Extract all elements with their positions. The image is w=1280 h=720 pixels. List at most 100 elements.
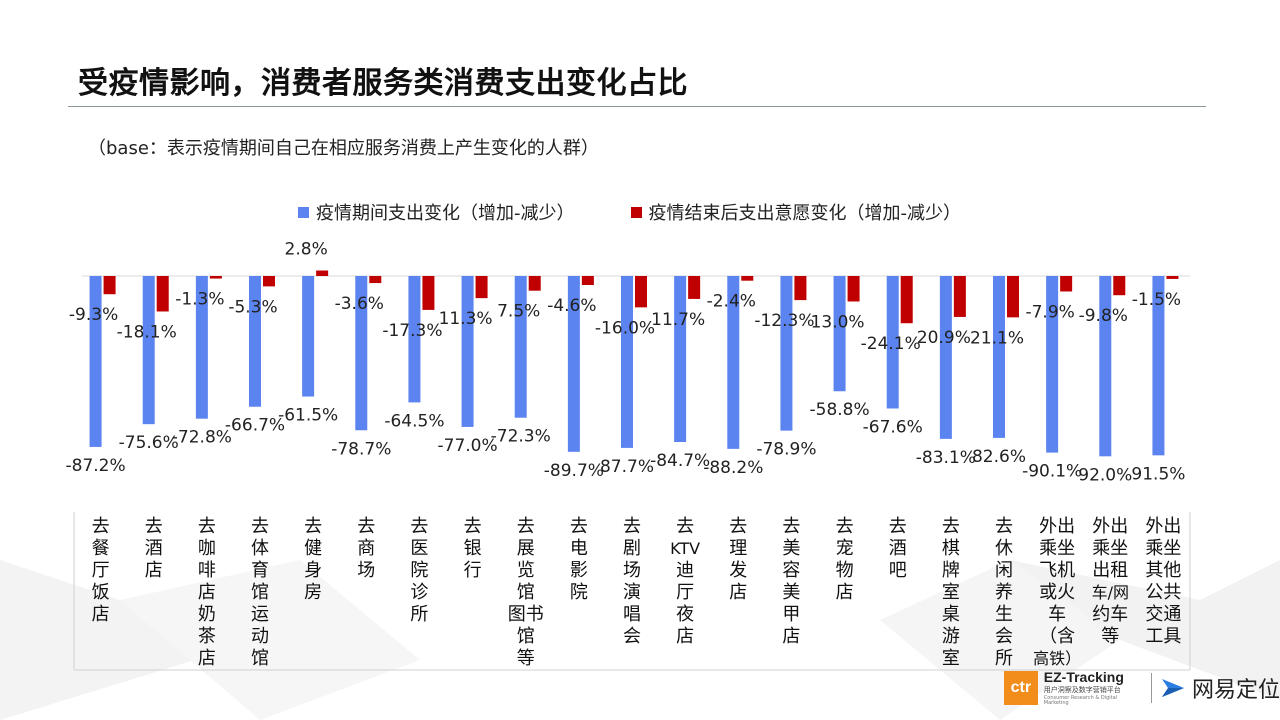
category-label: 诊 bbox=[410, 582, 428, 603]
data-label-after: 11.7% bbox=[651, 310, 705, 330]
category-label: 馆 bbox=[517, 626, 535, 647]
category-label: 餐 bbox=[92, 538, 110, 559]
category-label: 迪 bbox=[676, 560, 694, 581]
bar-during bbox=[1152, 276, 1165, 456]
data-label-during: -90.1% bbox=[1022, 462, 1082, 482]
bar-after bbox=[1007, 276, 1019, 318]
bar-during bbox=[355, 276, 368, 431]
category-label: 览 bbox=[517, 560, 535, 581]
category-label: 行 bbox=[464, 560, 482, 581]
category-label: 去 bbox=[623, 516, 641, 537]
data-label-after: 7.5% bbox=[497, 302, 540, 322]
title-divider bbox=[68, 106, 1206, 107]
navigation-arrow-icon bbox=[1161, 679, 1184, 697]
bar-after bbox=[369, 276, 382, 284]
bar-during bbox=[195, 276, 208, 419]
data-label-after: 21.1% bbox=[970, 328, 1024, 348]
bar-during bbox=[833, 276, 846, 392]
bar-after bbox=[953, 276, 966, 317]
category-label: 发 bbox=[729, 560, 747, 581]
category-label: 厅 bbox=[92, 560, 110, 581]
bar-after bbox=[209, 276, 222, 279]
footer-logos: ctr EZ-Tracking 用户洞察及数字营销平台 Consumer Res… bbox=[1004, 668, 1280, 708]
data-label-during: -77.0% bbox=[438, 436, 498, 456]
data-label-during: -66.7% bbox=[225, 416, 285, 436]
bar-during bbox=[993, 276, 1005, 438]
data-label-after: -4.6% bbox=[547, 296, 596, 316]
ez-tracking-logo: EZ-Tracking 用户洞察及数字营销平台 Consumer Researc… bbox=[1044, 670, 1143, 706]
legend-swatch-during bbox=[298, 206, 309, 218]
category-label: 去 bbox=[304, 516, 322, 537]
category-label: 去 bbox=[198, 516, 216, 537]
bar-during bbox=[89, 276, 102, 447]
bar-after bbox=[422, 276, 435, 310]
category-label: 飞机 bbox=[1039, 560, 1075, 581]
category-label: 闲 bbox=[995, 560, 1013, 581]
category-label: 体 bbox=[251, 538, 269, 559]
bar-during bbox=[727, 276, 740, 449]
ez-tracking-subtitle: 用户洞察及数字营销平台 bbox=[1043, 686, 1121, 694]
data-label-during: 92.0% bbox=[1078, 465, 1132, 485]
category-label: 牌 bbox=[942, 560, 960, 581]
category-label: 车/网 bbox=[1092, 583, 1129, 602]
category-label: 育 bbox=[251, 560, 269, 581]
category-label: 外出 bbox=[1092, 516, 1128, 537]
legend-label-after: 疫情结束后支出意愿变化（增加-减少） bbox=[648, 203, 962, 224]
bar-during bbox=[408, 276, 421, 403]
data-label-after: -5.3% bbox=[228, 297, 277, 317]
data-label-during: 82.6% bbox=[972, 447, 1026, 467]
bar-after bbox=[635, 276, 647, 308]
page-title: 受疫情影响，消费者服务类消费支出变化占比 bbox=[78, 66, 688, 101]
category-label: 理 bbox=[729, 538, 747, 559]
category-label: 健 bbox=[304, 538, 322, 559]
category-label: 茶 bbox=[198, 626, 216, 647]
category-label: 展 bbox=[517, 538, 535, 559]
data-label-during: -88.2% bbox=[703, 458, 763, 478]
data-label-after: 2.8% bbox=[285, 240, 328, 260]
bar-after bbox=[1166, 276, 1179, 279]
data-label-during: -83.1% bbox=[916, 448, 976, 468]
bar-during bbox=[939, 276, 952, 439]
bar-during bbox=[621, 276, 633, 448]
category-label: 或火 bbox=[1039, 582, 1075, 603]
bar-during bbox=[886, 276, 899, 409]
legend-swatch-after bbox=[630, 206, 642, 218]
category-label: 去 bbox=[410, 516, 428, 537]
category-label: 馆 bbox=[251, 582, 269, 603]
category-label: 馆 bbox=[517, 582, 535, 603]
chart-legend: 疫情期间支出变化（增加-减少） 疫情结束后支出意愿变化（增加-减少） bbox=[298, 200, 1017, 224]
bar-during bbox=[567, 276, 580, 452]
category-label: 所 bbox=[995, 648, 1013, 669]
category-label: 美 bbox=[782, 582, 800, 603]
category-label: 去 bbox=[517, 516, 535, 537]
data-label-after: -7.9% bbox=[1025, 302, 1074, 322]
category-label: 高铁） bbox=[1033, 649, 1081, 668]
category-label: 桌 bbox=[942, 604, 960, 625]
bar-after bbox=[741, 276, 754, 281]
category-label: 运 bbox=[251, 604, 269, 625]
category-label: 去 bbox=[836, 516, 854, 537]
category-label: 等 bbox=[1101, 626, 1119, 647]
category-label: 工具 bbox=[1145, 626, 1181, 647]
bar-after bbox=[1113, 276, 1126, 296]
category-label: 店 bbox=[198, 648, 216, 669]
data-label-during: -61.5% bbox=[278, 406, 338, 426]
category-label: 商 bbox=[357, 538, 375, 559]
wangyi-logo-text: 网易定位 bbox=[1191, 678, 1280, 703]
category-label: 身 bbox=[304, 560, 322, 581]
bar-during bbox=[461, 276, 474, 427]
category-label: 店 bbox=[92, 604, 110, 625]
bar-after bbox=[263, 276, 275, 287]
ez-tracking-title: EZ-Tracking bbox=[1043, 669, 1124, 685]
bar-after bbox=[900, 276, 913, 324]
data-label-after: -3.6% bbox=[335, 294, 384, 314]
data-label-after: -1.3% bbox=[175, 290, 224, 310]
data-label-after: 13.0% bbox=[811, 312, 865, 332]
legend-item-during: 疫情期间支出变化（增加-减少） bbox=[298, 199, 575, 225]
category-label: 去 bbox=[676, 516, 694, 537]
data-label-during: -67.6% bbox=[863, 417, 923, 437]
category-label: 养 bbox=[995, 582, 1013, 603]
category-label: 去 bbox=[942, 516, 960, 537]
category-label: 店 bbox=[729, 582, 747, 603]
category-label: 休 bbox=[995, 538, 1013, 559]
